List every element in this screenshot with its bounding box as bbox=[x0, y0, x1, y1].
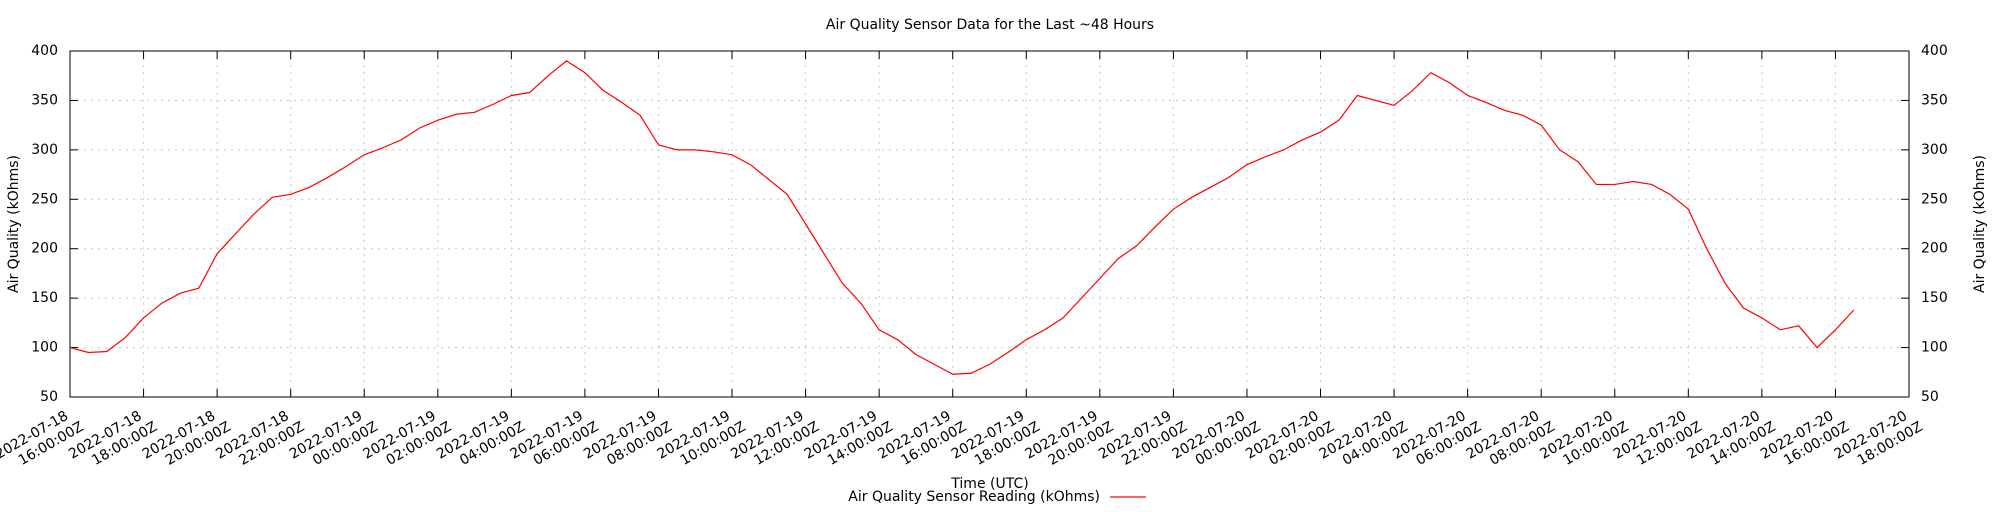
x-tick-label: 2022-07-1900:00:00Z bbox=[287, 404, 381, 477]
x-tick-label: 2022-07-1904:00:00Z bbox=[434, 404, 528, 477]
y2-axis-label: Air Quality (kOhms) bbox=[1972, 155, 1988, 293]
x-tick-label: 2022-07-2010:00:00Z bbox=[1537, 404, 1631, 477]
x-tick-label: 2022-07-1818:00:00Z bbox=[66, 404, 160, 477]
x-tick-label: 2022-07-2000:00:00Z bbox=[1170, 404, 1264, 477]
y-tick-label: 200 bbox=[31, 241, 58, 257]
x-tick-label: 2022-07-2004:00:00Z bbox=[1317, 404, 1411, 477]
x-tick-label: 2022-07-2006:00:00Z bbox=[1390, 404, 1484, 477]
x-tick-label: 2022-07-2008:00:00Z bbox=[1464, 404, 1558, 477]
x-tick-label: 2022-07-2016:00:00Z bbox=[1758, 404, 1852, 477]
y2-tick-label: 50 bbox=[1921, 389, 1939, 405]
y2-tick-label: 250 bbox=[1921, 191, 1948, 207]
x-tick-label: 2022-07-1908:00:00Z bbox=[581, 404, 675, 477]
x-tick-label: 2022-07-2014:00:00Z bbox=[1684, 404, 1778, 477]
y-tick-label: 250 bbox=[31, 191, 58, 207]
legend-label: Air Quality Sensor Reading (kOhms) bbox=[848, 489, 1100, 505]
x-tick-label: 2022-07-1912:00:00Z bbox=[728, 404, 822, 477]
y2-tick-label: 350 bbox=[1921, 92, 1948, 108]
x-tick-label: 2022-07-1918:00:00Z bbox=[949, 404, 1043, 477]
y-tick-label: 100 bbox=[31, 340, 58, 356]
y-tick-label: 350 bbox=[31, 92, 58, 108]
x-tick-label: 2022-07-1922:00:00Z bbox=[1096, 404, 1190, 477]
x-tick-label: 2022-07-1916:00:00Z bbox=[875, 404, 969, 477]
y-tick-label: 50 bbox=[40, 389, 58, 405]
x-axis-label: Time (UTC) bbox=[950, 476, 1028, 492]
y2-tick-label: 100 bbox=[1921, 340, 1948, 356]
y-axis-label: Air Quality (kOhms) bbox=[6, 155, 22, 293]
x-tick-label: 2022-07-1902:00:00Z bbox=[360, 404, 454, 477]
y2-tick-label: 150 bbox=[1921, 290, 1948, 306]
x-tick-label: 2022-07-2002:00:00Z bbox=[1243, 404, 1337, 477]
x-tick-label: 2022-07-2018:00:00Z bbox=[1832, 404, 1926, 477]
chart-title: Air Quality Sensor Data for the Last ~48… bbox=[826, 17, 1154, 33]
x-tick-label: 2022-07-1906:00:00Z bbox=[508, 404, 602, 477]
y-tick-label: 400 bbox=[31, 43, 58, 59]
x-tick-label: 2022-07-1920:00:00Z bbox=[1022, 404, 1116, 477]
x-tick-label: 2022-07-1822:00:00Z bbox=[213, 404, 307, 477]
y-tick-label: 150 bbox=[31, 290, 58, 306]
x-tick-label: 2022-07-1914:00:00Z bbox=[802, 404, 896, 477]
x-tick-label: 2022-07-2012:00:00Z bbox=[1611, 404, 1705, 477]
y2-tick-label: 300 bbox=[1921, 142, 1948, 158]
plot-frame bbox=[69, 50, 1910, 398]
x-tick-label: 2022-07-1910:00:00Z bbox=[655, 404, 749, 477]
data-line bbox=[69, 60, 1855, 375]
y2-tick-label: 200 bbox=[1921, 241, 1948, 257]
x-tick-label: 2022-07-1816:00:00Z bbox=[0, 404, 87, 477]
y2-tick-label: 400 bbox=[1921, 43, 1948, 59]
y-tick-label: 300 bbox=[31, 142, 58, 158]
x-tick-label: 2022-07-1820:00:00Z bbox=[140, 404, 234, 477]
